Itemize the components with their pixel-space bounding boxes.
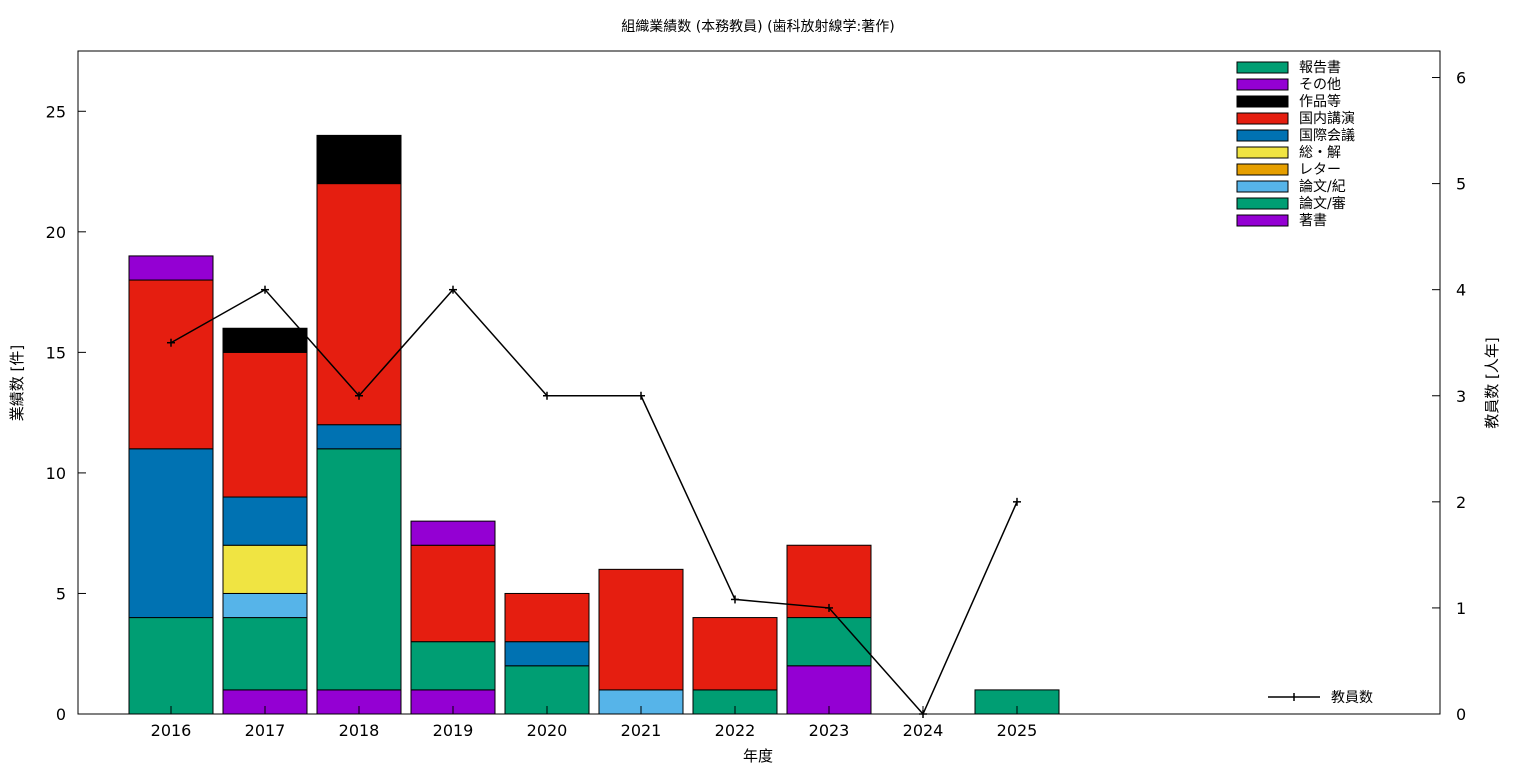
- legend-swatch: [1236, 163, 1289, 176]
- legend-item: 論文/審: [1236, 196, 1346, 212]
- bar-2017-series-1: [222, 617, 308, 691]
- x-tick-label: 2020: [527, 721, 568, 740]
- bar-2020-series-5: [504, 641, 590, 667]
- teacher-count-point-2019: [449, 285, 457, 294]
- legend-label: 作品等: [1299, 93, 1341, 110]
- bar-2018-series-1: [316, 448, 402, 691]
- legend-swatch: [1236, 197, 1289, 210]
- legend-label: 論文/審: [1299, 196, 1346, 212]
- legend-label: 著書: [1299, 213, 1327, 229]
- bar-2019-series-8: [410, 520, 496, 546]
- y-tick-label: 0: [56, 705, 66, 724]
- bars-layer: [128, 134, 1060, 715]
- legend-swatch: [1236, 78, 1289, 91]
- legend-item: 作品等: [1236, 93, 1341, 110]
- line-legend: 教員数: [1268, 690, 1373, 706]
- legend-label: 報告書: [1299, 60, 1341, 76]
- legend-item: 著書: [1236, 213, 1327, 229]
- plot-frame: [77, 50, 1441, 715]
- bar-2023-series-1: [786, 617, 872, 667]
- x-tick-label: 2024: [903, 721, 944, 740]
- bar-2016-series-8: [128, 255, 214, 281]
- legend-item: レター: [1236, 162, 1341, 178]
- legend-item: 国際会議: [1236, 127, 1355, 144]
- y2-tick-label: 3: [1456, 387, 1466, 406]
- x-axis-label: 年度: [743, 747, 773, 765]
- y2-axis-label: 教員数 [人年]: [1483, 337, 1501, 428]
- legend-swatch: [1236, 112, 1289, 125]
- bar-2018-series-5: [316, 424, 402, 450]
- x-tick-label: 2016: [151, 721, 192, 740]
- bar-2017-series-4: [222, 544, 308, 594]
- legend-item: その他: [1236, 77, 1341, 93]
- legend-label: その他: [1299, 77, 1341, 93]
- y-axis-left: 0 5 10 15 20 25: [46, 102, 86, 724]
- legend-label: 総・解: [1299, 145, 1341, 161]
- bar-2017-series-7: [222, 327, 308, 353]
- legend-swatch: [1236, 214, 1289, 227]
- teacher-count-point-2022: [731, 595, 739, 604]
- teacher-count-point-2017: [261, 285, 269, 294]
- y-axis-right: 0 1 2 3 4 5 6: [1432, 69, 1466, 724]
- y-axis-label: 業績数 [件]: [8, 345, 26, 421]
- y2-tick-label: 2: [1456, 493, 1466, 512]
- bar-2019-series-6: [410, 544, 496, 643]
- legend-label: 国際会議: [1299, 127, 1355, 144]
- legend-label: 国内講演: [1299, 111, 1355, 127]
- legend-item: 論文/紀: [1236, 179, 1346, 195]
- legend-swatch: [1236, 95, 1289, 108]
- teacher-count-point-2023: [825, 603, 833, 612]
- y2-tick-label: 4: [1456, 281, 1466, 300]
- x-tick-label: 2019: [433, 721, 474, 740]
- teacher-count-point-2025: [1013, 497, 1021, 506]
- bar-2020-series-1: [504, 665, 590, 715]
- legend-item: 総・解: [1236, 145, 1341, 161]
- x-axis: 2016 2017 2018 2019 2020 2021 2022 2023 2024 2025: [151, 706, 1038, 740]
- teacher-count-point-2016: [167, 338, 175, 347]
- x-tick-label: 2023: [809, 721, 850, 740]
- legend-item: 報告書: [1236, 60, 1341, 76]
- x-tick-label: 2017: [245, 721, 286, 740]
- legend-swatch: [1236, 129, 1289, 142]
- legend-swatch: [1236, 146, 1289, 159]
- bar-2021-series-6: [598, 568, 684, 691]
- legend-swatch: [1236, 61, 1289, 74]
- y2-tick-label: 6: [1456, 69, 1466, 88]
- bar-2018-series-7: [316, 134, 402, 185]
- y-tick-label: 15: [46, 343, 66, 362]
- line-legend-label: 教員数: [1331, 690, 1373, 706]
- teacher-count-line: [170, 288, 1018, 716]
- legend-label: 論文/紀: [1299, 179, 1346, 195]
- y2-tick-label: 1: [1456, 599, 1466, 618]
- legend-swatch: [1236, 180, 1289, 193]
- x-tick-label: 2021: [621, 721, 662, 740]
- bar-2016-series-6: [128, 279, 214, 450]
- x-tick-label: 2018: [339, 721, 380, 740]
- chart-title: 組織業績数 (本務教員) (歯科放射線学:著作): [621, 19, 894, 35]
- bar-2016-series-1: [128, 617, 214, 715]
- bar-2022-series-6: [692, 617, 778, 691]
- x-tick-label: 2022: [715, 721, 756, 740]
- teacher-count-point-2021: [637, 391, 645, 400]
- bar-2020-series-6: [504, 592, 590, 643]
- bar-2017-series-6: [222, 351, 308, 498]
- y-tick-label: 10: [46, 464, 66, 483]
- x-tick-label: 2025: [997, 721, 1038, 740]
- legend-label: レター: [1299, 162, 1341, 178]
- bar-2017-series-5: [222, 496, 308, 546]
- y-tick-label: 25: [46, 102, 66, 121]
- y-tick-label: 5: [56, 584, 66, 603]
- y-tick-label: 20: [46, 223, 66, 242]
- y2-tick-label: 5: [1456, 175, 1466, 194]
- bar-2018-series-6: [316, 183, 402, 426]
- bar-2016-series-5: [128, 448, 214, 619]
- teacher-count-point-2020: [543, 391, 551, 400]
- bar-2017-series-2: [222, 592, 308, 619]
- bar-2019-series-1: [410, 641, 496, 691]
- y2-tick-label: 0: [1456, 705, 1466, 724]
- teacher-count-point-2018: [355, 391, 363, 400]
- legend-item: 国内講演: [1236, 111, 1355, 127]
